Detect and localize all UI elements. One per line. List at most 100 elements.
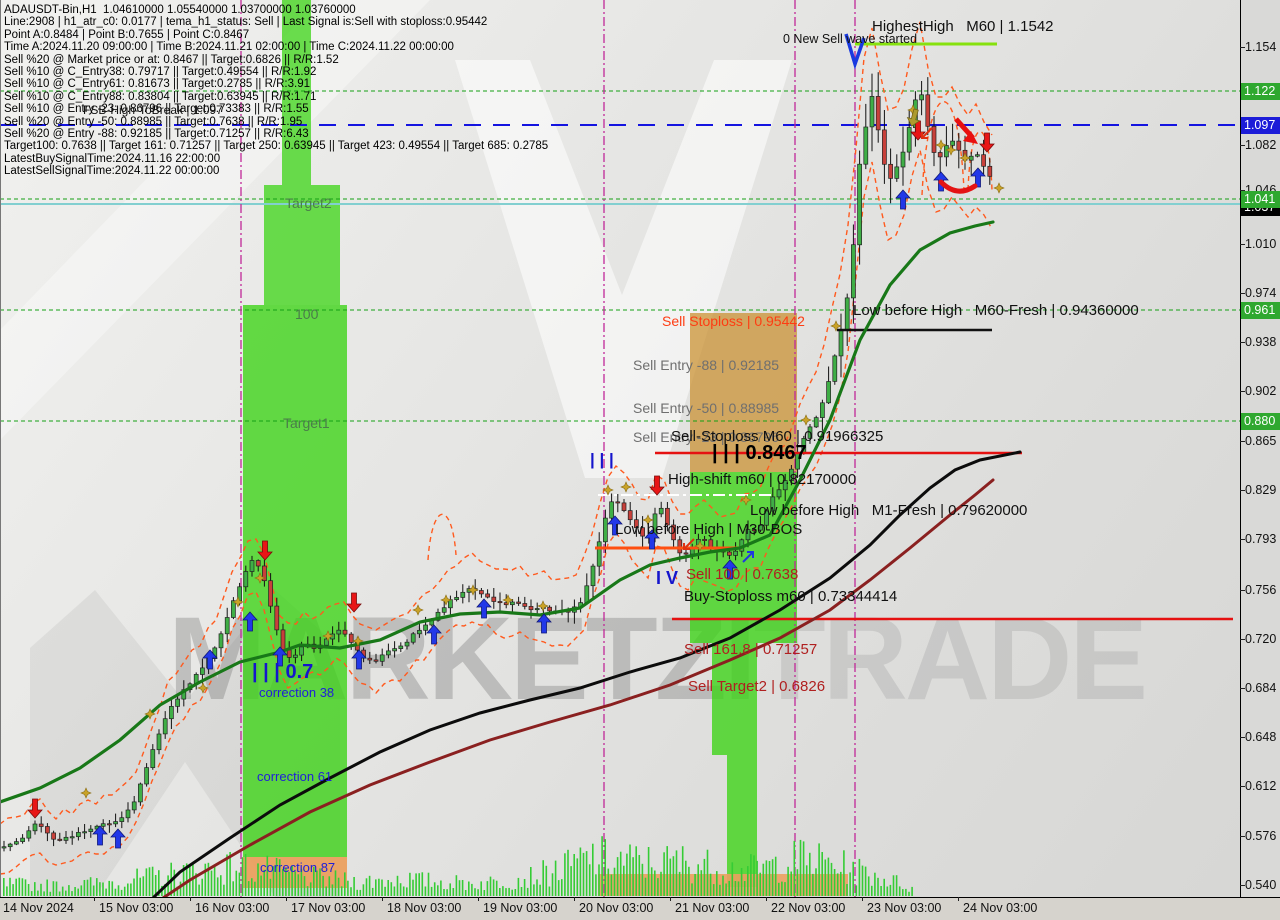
candle-up	[826, 381, 831, 404]
candle-down	[45, 826, 50, 834]
volume-bar	[86, 879, 89, 896]
y-tick-mark	[1240, 441, 1245, 442]
candle-up	[758, 524, 763, 531]
volume-bar	[303, 876, 306, 896]
time-axis[interactable]	[0, 897, 1280, 920]
candle-up	[379, 654, 385, 662]
volume-bar	[74, 887, 76, 896]
candle-up	[293, 654, 298, 658]
volume-bar	[886, 886, 889, 896]
candle-down	[937, 152, 943, 158]
y-tick-mark	[1240, 244, 1245, 245]
red-swoosh-icon	[938, 179, 978, 194]
candle-up	[813, 417, 819, 428]
volume-bar	[306, 886, 309, 896]
candle-up	[175, 698, 180, 707]
volume-bar	[864, 866, 867, 896]
volume-bar	[858, 858, 861, 896]
volume-bar	[833, 869, 836, 896]
volume-bar	[849, 872, 851, 896]
volume-bar	[508, 887, 510, 896]
candle-up	[69, 836, 75, 839]
star-icon	[80, 787, 92, 799]
buy-stoploss-m60: Buy-Stoploss m60 | 0.73344414	[684, 588, 898, 605]
star-icon	[694, 540, 706, 552]
volume-bar	[697, 864, 699, 896]
volume-bar	[632, 857, 634, 896]
volume-bar	[495, 880, 498, 896]
volume-bar	[629, 844, 631, 896]
volume-bar	[644, 877, 647, 896]
star-icon	[945, 144, 957, 156]
volume-bar	[99, 882, 101, 896]
volume-bar	[251, 878, 253, 896]
volume-bar	[778, 882, 780, 896]
candle-up	[745, 529, 751, 541]
price-level-badge: 1.122	[1241, 83, 1280, 100]
candle-down	[987, 165, 993, 177]
volume-bar	[427, 872, 430, 896]
volume-bar	[24, 879, 27, 896]
candle-up	[392, 648, 397, 652]
volume-bar	[300, 868, 303, 896]
candle-up	[299, 646, 304, 656]
price-axis[interactable]	[1240, 0, 1280, 897]
volume-bar	[709, 873, 712, 896]
info-line: Line:2908 | h1_atr_c0: 0.0177 | tema_h1_…	[4, 16, 488, 29]
volume-bar	[672, 856, 675, 896]
volume-bar	[691, 883, 693, 896]
star-icon	[800, 414, 812, 426]
y-tick-mark	[1240, 688, 1245, 689]
candle-up	[832, 355, 838, 382]
volume-bar	[743, 881, 746, 896]
new-sell-wave: 0 New Sell wave started	[783, 32, 918, 46]
star-icon	[602, 484, 614, 496]
volume-bar	[650, 867, 653, 896]
sell-fib-zone-mid	[712, 643, 757, 755]
volume-bar	[570, 866, 572, 896]
volume-bar	[626, 853, 628, 896]
volume-bar	[502, 886, 504, 896]
volume-bar	[902, 889, 904, 896]
volume-bar	[678, 871, 681, 896]
y-tick-label: 0.902	[1245, 384, 1277, 398]
y-tick-mark	[1240, 836, 1245, 837]
candle-up	[770, 496, 776, 512]
volume-bar	[716, 871, 718, 896]
x-tick-label: 20 Nov 03:00	[579, 901, 654, 915]
envelope-upper	[0, 21, 993, 825]
volume-bar	[136, 868, 138, 896]
volume-bar	[92, 885, 95, 896]
x-tick-label: 15 Nov 03:00	[99, 901, 174, 915]
sell-entry-23: Sell Entry -23 | 0.86796	[633, 429, 780, 445]
volume-bar	[812, 873, 814, 896]
deep-v-arrow-icon	[844, 33, 866, 70]
volume-bar	[542, 860, 544, 896]
fib-8467: | | | 0.8467	[712, 442, 807, 464]
volume-bar	[275, 857, 278, 896]
volume-bar	[579, 847, 582, 896]
candle-down	[367, 657, 373, 661]
volume-bar	[406, 887, 408, 896]
volume-bar	[601, 836, 603, 896]
volume-bar	[272, 866, 275, 896]
volume-bar	[852, 861, 854, 896]
candle-up	[838, 329, 844, 357]
sell-arrow-icon	[257, 540, 273, 561]
volume-bar	[347, 880, 349, 896]
volume-bar	[269, 878, 272, 896]
candle-down	[727, 551, 732, 556]
volume-bar	[486, 881, 489, 896]
volume-bar	[554, 860, 557, 896]
volume-bar	[809, 852, 811, 896]
buy-arrow-icon	[242, 611, 258, 632]
fib-ticks: | | |	[590, 450, 614, 469]
volume-bar	[675, 850, 678, 896]
candle-up	[138, 783, 143, 803]
level-lines	[0, 90, 1240, 422]
candle-up	[441, 607, 447, 613]
candle-up	[410, 633, 416, 643]
volume-bar	[796, 869, 799, 896]
sell-stoploss: Sell Stoploss | 0.95442	[662, 313, 805, 329]
price-chart-canvas[interactable]	[0, 0, 1240, 897]
